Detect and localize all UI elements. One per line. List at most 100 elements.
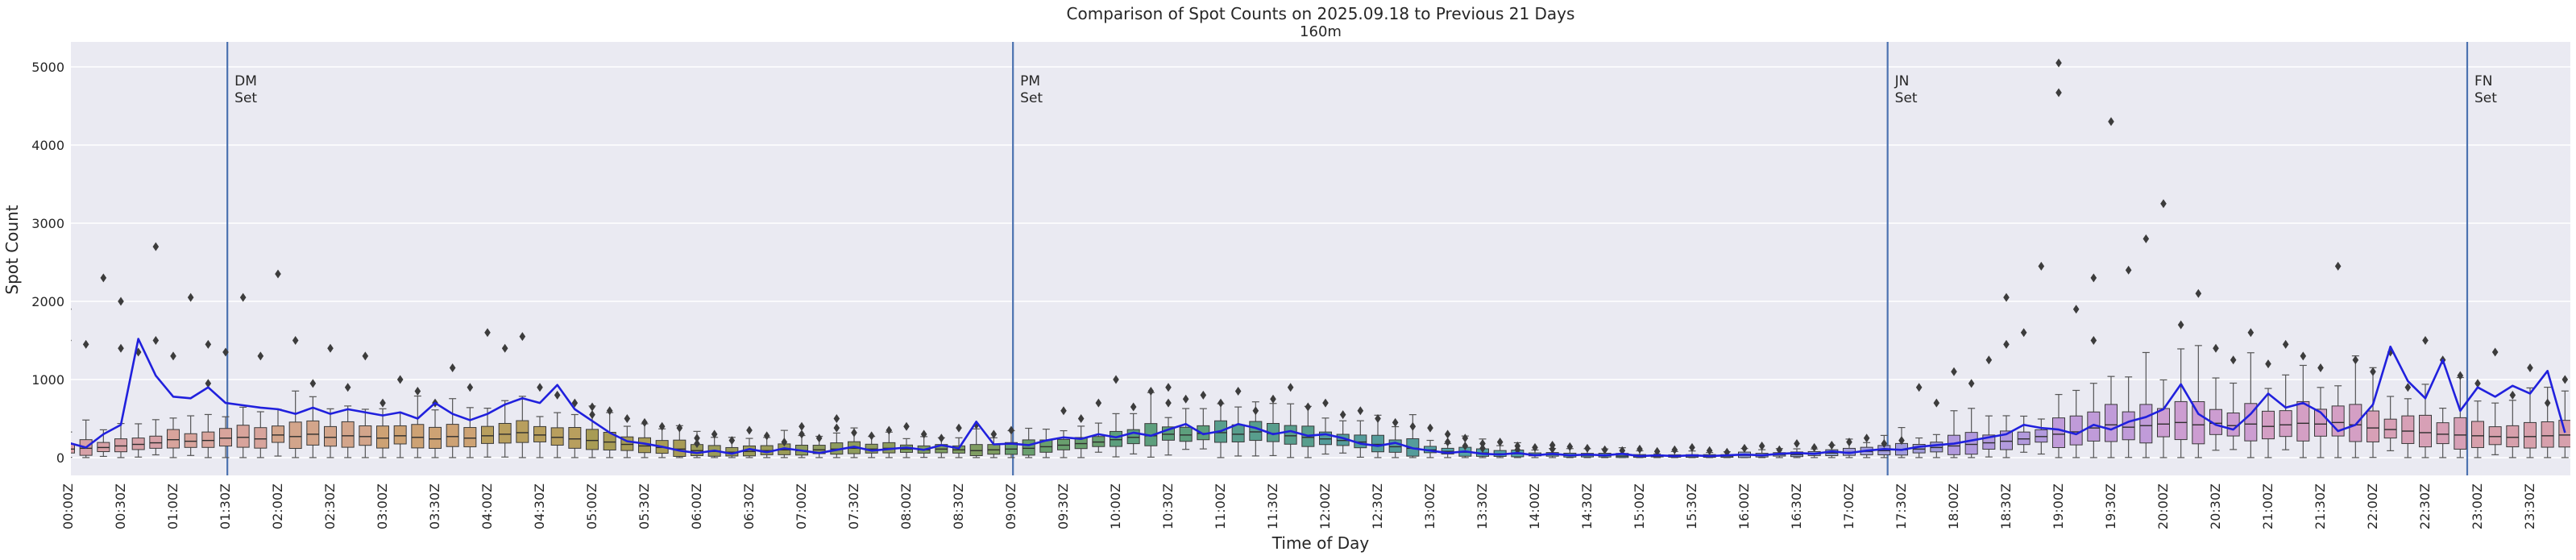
outlier-diamond xyxy=(1234,387,1242,396)
outlier-diamond xyxy=(711,429,718,439)
outlier-diamond xyxy=(1444,438,1451,447)
outlier-diamond xyxy=(1060,406,1067,416)
outlier-diamond xyxy=(763,431,770,441)
outlier-diamond xyxy=(799,429,805,439)
box xyxy=(2262,410,2275,440)
outlier-diamond xyxy=(2334,261,2342,271)
outlier-diamond xyxy=(1077,414,1085,423)
x-tick-label: 01:00Z xyxy=(165,483,180,529)
outlier-diamond xyxy=(222,347,229,357)
x-tick-label: 14:30Z xyxy=(1579,483,1595,529)
outlier-diamond xyxy=(2404,383,2412,392)
box xyxy=(516,420,529,443)
outlier-diamond xyxy=(1549,444,1556,454)
x-tick-label: 12:30Z xyxy=(1370,483,1385,529)
outlier-diamond xyxy=(886,425,893,435)
outlier-diamond xyxy=(1653,446,1661,456)
box xyxy=(2139,404,2153,444)
outlier-diamond xyxy=(239,292,247,302)
box xyxy=(306,420,320,446)
outlier-diamond xyxy=(1566,442,1574,451)
outlier-diamond xyxy=(1375,414,1381,423)
box xyxy=(568,426,582,449)
x-tick-label: 05:00Z xyxy=(584,483,599,529)
y-tick-label: 2000 xyxy=(31,294,64,309)
x-tick-label: 13:00Z xyxy=(1422,483,1437,529)
outlier-diamond xyxy=(1305,402,1312,412)
outlier-diamond xyxy=(152,242,160,251)
outlier-diamond xyxy=(1409,421,1417,431)
outlier-diamond xyxy=(2247,328,2255,338)
outlier-diamond xyxy=(920,429,927,439)
outlier-diamond xyxy=(292,336,299,345)
box xyxy=(1110,430,1122,447)
outlier-diamond xyxy=(1532,442,1538,452)
box xyxy=(376,425,389,449)
box xyxy=(550,427,564,446)
outlier-diamond xyxy=(2090,273,2097,283)
x-tick-label: 08:30Z xyxy=(951,483,966,529)
x-tick-label: 20:30Z xyxy=(2208,483,2223,529)
x-tick-label: 16:30Z xyxy=(1789,483,1804,529)
box xyxy=(149,435,163,449)
outlier-diamond xyxy=(1392,417,1399,427)
outlier-diamond xyxy=(1601,445,1608,454)
outlier-diamond xyxy=(1287,383,1294,392)
box xyxy=(2296,400,2310,442)
outlier-diamond xyxy=(380,398,386,408)
x-tick-label: 23:30Z xyxy=(2522,483,2537,529)
outlier-diamond xyxy=(2509,390,2516,400)
x-tick-label: 13:30Z xyxy=(1475,483,1490,529)
box xyxy=(324,425,337,447)
box xyxy=(1371,434,1384,453)
chart-title: Comparison of Spot Counts on 2025.09.18 … xyxy=(1067,4,1575,23)
outlier-diamond xyxy=(309,379,317,388)
box xyxy=(2105,404,2118,442)
outlier-diamond xyxy=(118,297,124,306)
outlier-diamond xyxy=(781,438,788,447)
x-tick-label: 17:30Z xyxy=(1894,483,1909,529)
x-tick-label: 17:00Z xyxy=(1841,483,1856,529)
outlier-diamond xyxy=(589,402,595,412)
box xyxy=(2157,408,2170,438)
event-label-jn-line2: Set xyxy=(1895,90,1918,106)
outlier-diamond xyxy=(833,423,840,433)
outlier-diamond xyxy=(694,433,700,443)
box xyxy=(2244,403,2258,442)
outlier-diamond xyxy=(118,343,124,353)
outlier-diamond xyxy=(1357,406,1364,416)
outlier-diamond xyxy=(1915,383,1923,392)
box xyxy=(1231,424,1245,442)
outlier-diamond xyxy=(815,433,823,443)
outlier-diamond xyxy=(2177,320,2184,330)
x-tick-label: 05:30Z xyxy=(637,483,652,529)
x-tick-label: 15:00Z xyxy=(1632,483,1647,529)
x-tick-label: 22:00Z xyxy=(2365,483,2380,529)
outlier-diamond xyxy=(1165,398,1172,408)
outlier-diamond xyxy=(1706,446,1713,455)
x-tick-label: 02:00Z xyxy=(270,483,285,529)
outlier-diamond xyxy=(537,383,543,392)
event-label-pm-line2: Set xyxy=(1020,90,1043,106)
outlier-diamond xyxy=(2265,359,2271,369)
outlier-diamond xyxy=(2317,363,2324,372)
box xyxy=(2436,422,2449,445)
box xyxy=(219,428,232,447)
box xyxy=(1022,439,1035,456)
outlier-diamond xyxy=(519,332,526,342)
outlier-diamond xyxy=(449,363,456,372)
outlier-diamond xyxy=(1200,390,1207,400)
outlier-diamond xyxy=(2370,367,2376,376)
x-tick-label: 06:00Z xyxy=(689,483,704,529)
outlier-diamond xyxy=(1182,394,1189,404)
outlier-diamond xyxy=(868,431,875,441)
x-tick-label: 06:30Z xyxy=(741,483,757,529)
outlier-diamond xyxy=(2108,117,2114,127)
box xyxy=(131,438,145,450)
outlier-diamond xyxy=(2213,343,2219,353)
outlier-diamond xyxy=(1427,423,1433,433)
outlier-diamond xyxy=(362,351,369,361)
